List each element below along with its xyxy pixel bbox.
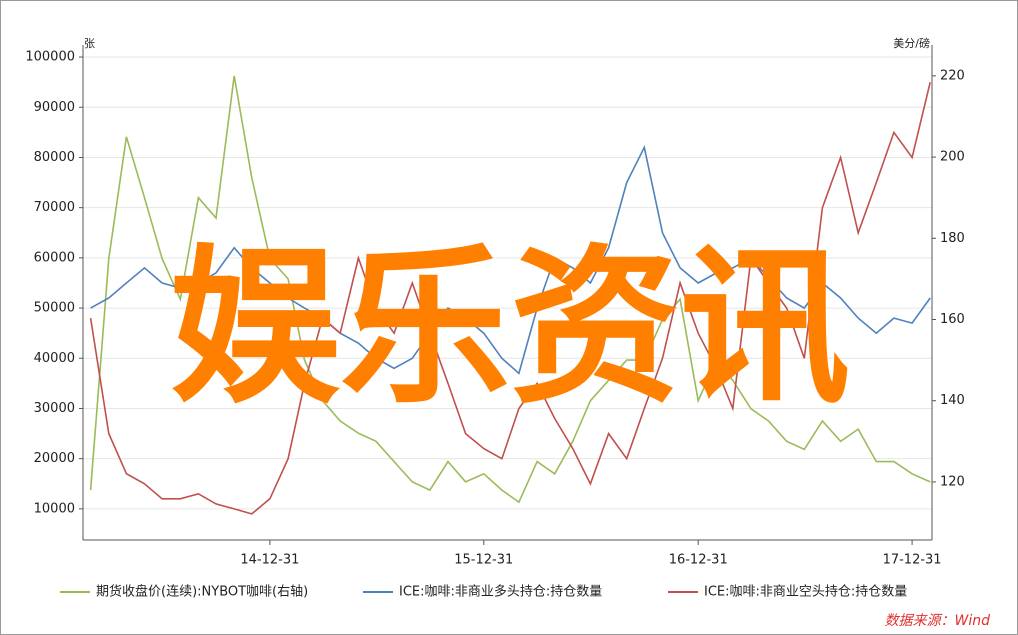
y-tick-label: 60000 [34,250,75,265]
left-unit: 张 [84,37,95,50]
y-tick-label: 20000 [34,451,75,466]
y2-tick-label: 200 [940,150,965,165]
y2-tick-label: 140 [940,393,965,408]
series-line [89,75,931,504]
y-tick-label: 90000 [34,100,75,115]
y-tick-label: 100000 [25,50,75,65]
watermark: 娱乐资讯 [170,229,850,427]
right-unit: 美分/磅 [893,36,930,50]
legend-label: 期货收盘价(连续):NYBOT咖啡(右轴) [96,584,308,600]
legend-label: ICE:咖啡:非商业多头持仓:持仓数量 [399,584,602,600]
y-tick-label: 50000 [34,301,75,316]
x-tick-label: 14-12-31 [240,553,299,568]
y2-tick-label: 120 [940,474,965,489]
legend-label: ICE:咖啡:非商业空头持仓:持仓数量 [704,585,907,600]
y-tick-label: 10000 [34,501,75,516]
series-line [89,82,931,515]
x-tick-label: 15-12-31 [454,553,513,568]
y2-tick-label: 180 [940,231,965,246]
x-tick-label: 17-12-31 [883,553,942,568]
y2-tick-label: 160 [940,312,965,327]
x-tick-label: 16-12-31 [669,553,728,568]
series-line [90,144,931,375]
y-tick-label: 30000 [34,401,75,416]
y2-tick-label: 220 [940,68,965,83]
y-tick-label: 70000 [34,200,75,215]
y-tick-label: 40000 [34,351,75,366]
y-tick-label: 80000 [34,150,75,165]
source: 数据来源：Wind [885,613,991,629]
